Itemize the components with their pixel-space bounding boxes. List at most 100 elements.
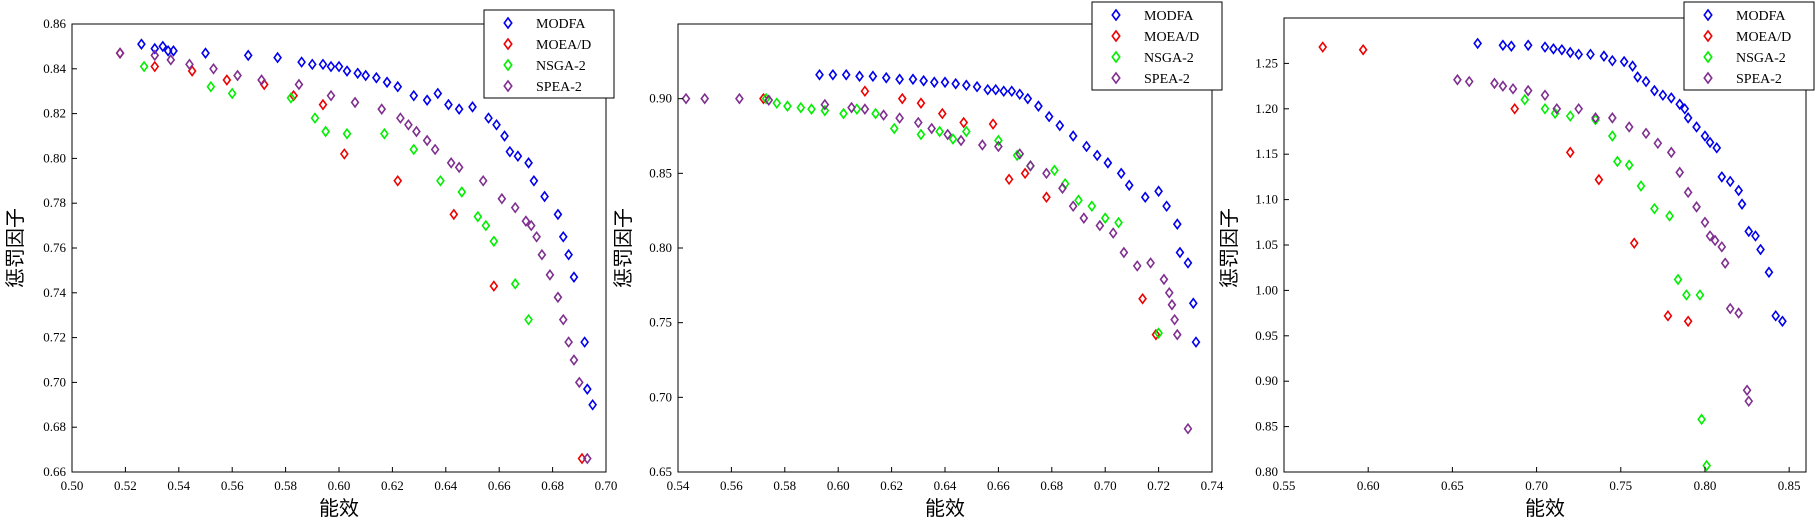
legend-marker (1703, 71, 1713, 85)
data-point (1023, 92, 1033, 105)
x-tick-label: 0.50 (61, 478, 84, 493)
data-point (1650, 202, 1659, 215)
data-point (1594, 173, 1604, 186)
y-tick-label: 0.70 (649, 389, 672, 404)
legend-label: MODFA (1144, 9, 1194, 24)
data-point (1015, 88, 1025, 101)
data-point (1044, 110, 1054, 123)
data-point (1074, 194, 1083, 207)
data-point (1565, 110, 1575, 122)
data-point (1092, 149, 1102, 162)
data-point (529, 174, 539, 187)
data-point (889, 122, 899, 135)
data-point (1132, 260, 1142, 272)
data-point (1068, 200, 1078, 213)
legend-label: MOEA/D (1736, 30, 1791, 45)
data-point (1506, 40, 1516, 52)
data-point (1026, 160, 1035, 172)
data-point (454, 161, 464, 174)
data-point (1702, 459, 1712, 472)
data-point (1540, 102, 1550, 115)
chart-1-y-axis-label: 惩罚因子 (3, 208, 27, 288)
data-point (150, 49, 160, 62)
data-point (580, 336, 590, 348)
data-point (582, 452, 592, 465)
data-point (1663, 309, 1673, 322)
data-point (1633, 71, 1642, 83)
chart-1-marks (115, 38, 598, 465)
data-point (361, 69, 371, 82)
y-tick-label: 0.74 (43, 285, 66, 300)
legend-label: MODFA (1736, 9, 1786, 24)
data-point (1172, 328, 1182, 341)
data-point (1188, 297, 1198, 310)
y-tick-label: 0.90 (649, 91, 672, 106)
data-point (1607, 54, 1617, 67)
data-point (1705, 136, 1715, 149)
data-point (444, 98, 453, 111)
data-point (1140, 191, 1150, 204)
data-point (510, 201, 520, 214)
series-modfa (815, 68, 1201, 348)
data-point (1114, 216, 1123, 229)
series-spea-2 (115, 47, 592, 465)
x-tick-label: 0.75 (1609, 478, 1632, 493)
y-tick-label: 0.75 (649, 315, 672, 330)
data-point (1710, 234, 1720, 247)
legend-marker (503, 58, 513, 72)
data-point (828, 68, 838, 81)
data-point (307, 58, 317, 71)
data-point (1683, 186, 1693, 199)
data-point (321, 125, 331, 138)
data-point (209, 62, 218, 75)
y-tick-label: 1.20 (1255, 101, 1278, 116)
x-tick-label: 0.68 (541, 478, 564, 493)
data-point (1108, 227, 1118, 239)
data-point (1103, 157, 1113, 169)
data-point (978, 139, 987, 151)
data-point (1146, 257, 1155, 269)
data-point (1164, 286, 1174, 299)
data-point (1159, 273, 1169, 286)
data-point (1613, 155, 1622, 168)
data-point (489, 280, 499, 292)
data-point (1700, 130, 1710, 142)
data-point (1653, 137, 1663, 150)
x-tick-label: 0.60 (1357, 478, 1380, 493)
data-point (521, 215, 531, 227)
data-point (1675, 98, 1685, 111)
data-point (999, 85, 1009, 98)
data-point (1082, 140, 1091, 153)
data-point (500, 130, 509, 142)
data-point (1737, 198, 1747, 210)
data-point (796, 101, 806, 114)
data-point (841, 68, 851, 81)
data-point (759, 92, 768, 105)
data-point (991, 83, 1001, 96)
data-point (1734, 307, 1744, 319)
legend-marker (1111, 8, 1121, 22)
legend-marker (1111, 71, 1121, 85)
data-point (1700, 216, 1710, 229)
data-point (1680, 102, 1690, 115)
data-point (895, 73, 904, 86)
y-tick-label: 1.10 (1255, 192, 1278, 207)
chart-2-marks (681, 68, 1201, 435)
data-point (807, 103, 816, 115)
data-point (1756, 243, 1765, 256)
data-point (972, 80, 982, 93)
data-point (1697, 413, 1706, 426)
data-point (847, 101, 856, 114)
legend-label: MODFA (536, 17, 586, 32)
y-tick-label: 0.80 (43, 150, 66, 165)
x-tick-label: 0.70 (595, 478, 618, 493)
data-point (1712, 142, 1722, 154)
data-point (1124, 179, 1134, 192)
data-point (481, 219, 491, 232)
data-point (377, 103, 387, 115)
data-point (294, 78, 304, 91)
data-point (150, 42, 160, 55)
data-point (574, 376, 584, 389)
data-point (1012, 149, 1022, 162)
